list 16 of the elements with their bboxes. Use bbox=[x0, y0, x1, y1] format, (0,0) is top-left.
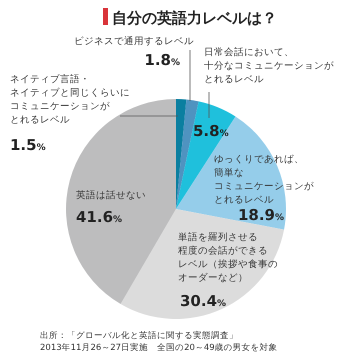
slice-label: ビジネスで通用するレベル bbox=[74, 35, 194, 47]
data-label: 1.8% bbox=[144, 51, 180, 69]
slice-label: 英語は話せない bbox=[76, 189, 146, 201]
slice-label: 単語を羅列させる程度の会話ができるレベル（挨拶や食事のオーダーなど） bbox=[178, 231, 278, 284]
chart-title: 自分の英語力レベルは？ bbox=[112, 9, 277, 27]
text: 2013年11月26～27日実施 全国の20～49歳の男女を対象 bbox=[40, 342, 278, 353]
data-label: 1.5% bbox=[10, 136, 46, 154]
slice-label: 日常会話において、十分なコミュニケーションがとれるレベル bbox=[204, 46, 335, 85]
data-label: 30.4% bbox=[180, 292, 226, 310]
pie-slice bbox=[176, 99, 186, 209]
slice-label: ネイティブ言語・ネイティブと同じくらいにコミュニケーションがとれるレベル bbox=[10, 73, 130, 126]
pie-slice bbox=[176, 101, 236, 209]
data-label: 41.6% bbox=[76, 208, 122, 226]
text: 出所：「グローバル化と英語に関する実態調査」 bbox=[40, 330, 238, 341]
data-label: 18.9% bbox=[238, 206, 284, 224]
slice-label: ゆっくりであれば、簡単なコミュニケーションがとれるレベル bbox=[214, 154, 315, 206]
